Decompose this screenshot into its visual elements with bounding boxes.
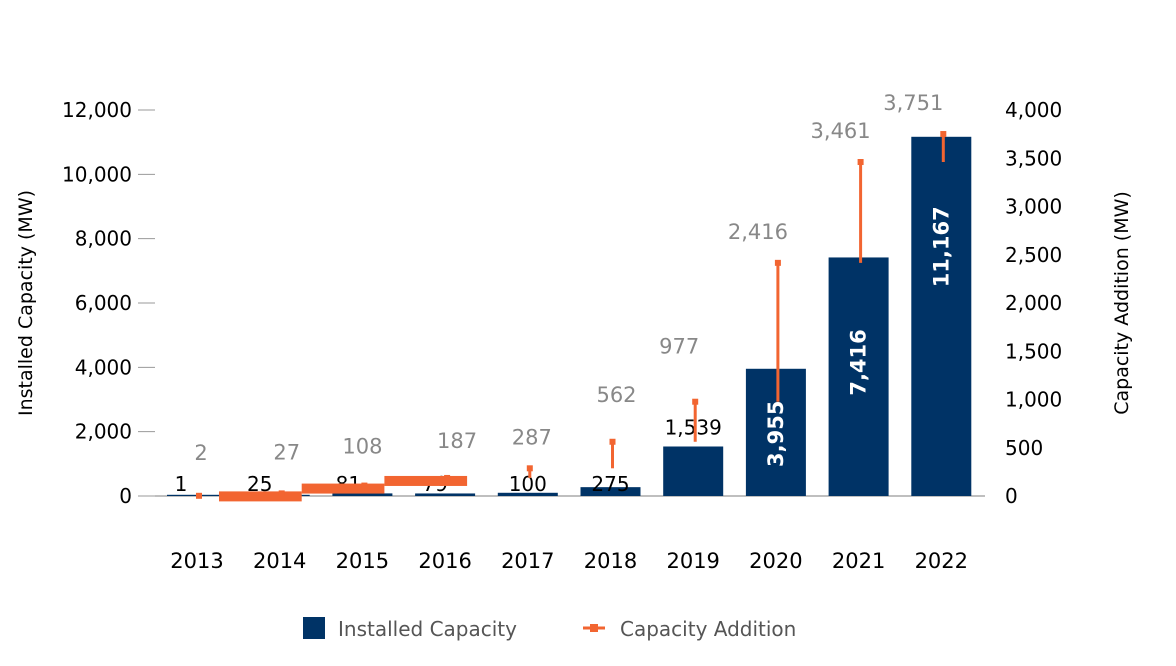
bar-installed-capacity — [745, 368, 806, 496]
bar-installed-capacity — [415, 493, 476, 496]
bar-data-label: 11,167 — [929, 206, 953, 287]
capacity-addition-segment — [384, 475, 468, 486]
x-axis-tick-label: 2020 — [749, 549, 802, 573]
left-axis-title: Installed Capacity (MW) — [15, 190, 37, 416]
legend-label-installed-capacity: Installed Capacity — [338, 617, 517, 641]
capacity-addition-data-label: 977 — [659, 335, 699, 359]
capacity-addition-data-label: 3,751 — [883, 91, 943, 115]
bar-installed-capacity — [663, 446, 724, 496]
bar-data-label: 275 — [591, 472, 629, 496]
bar-data-label: 100 — [509, 472, 547, 496]
bar-data-label: 1 — [175, 472, 188, 496]
capacity-addition-data-label: 3,461 — [811, 119, 871, 143]
left-axis-tick-label: 4,000 — [75, 355, 132, 379]
legend-label-capacity-addition: Capacity Addition — [620, 617, 796, 641]
left-axis-tick-label: 0 — [119, 484, 132, 508]
capacity-addition-marker — [526, 465, 533, 472]
right-axis-tick-label: 4,000 — [1005, 98, 1062, 122]
x-axis-tick-label: 2021 — [832, 549, 885, 573]
x-axis-tick-label: 2019 — [666, 549, 719, 573]
right-axis-title: Capacity Addition (MW) — [1111, 191, 1133, 415]
bar-data-label: 7,416 — [847, 329, 871, 395]
right-axis-tick-label: 3,500 — [1005, 146, 1062, 170]
bar-data-label: 3,955 — [764, 401, 788, 467]
capacity-addition-marker — [609, 438, 616, 445]
capacity-addition-marker — [692, 398, 699, 405]
capacity-addition-data-label: 27 — [273, 440, 300, 464]
capacity-addition-marker — [857, 159, 864, 166]
capacity-addition-marker — [444, 474, 451, 481]
bar-installed-capacity — [580, 487, 641, 496]
capacity-addition-data-label: 562 — [596, 383, 636, 407]
bar-data-label: 1,539 — [665, 415, 722, 439]
x-axis-tick-label: 2013 — [170, 549, 223, 573]
x-axis-tick-label: 2017 — [501, 549, 554, 573]
right-axis-tick-label: 500 — [1005, 436, 1043, 460]
capacity-addition-marker — [361, 482, 368, 489]
left-axis-tick-label: 10,000 — [62, 162, 132, 186]
right-axis-tick-label: 0 — [1005, 484, 1018, 508]
x-axis-tick-label: 2015 — [336, 549, 389, 573]
left-axis-tick-label: 8,000 — [75, 227, 132, 251]
capacity-addition-data-label: 2,416 — [728, 220, 788, 244]
bar-installed-capacity — [497, 492, 558, 496]
left-axis-tick-label: 2,000 — [75, 420, 132, 444]
right-axis-tick-label: 1,000 — [1005, 388, 1062, 412]
left-axis-tick-label: 12,000 — [62, 98, 132, 122]
capacity-addition-data-label: 287 — [512, 425, 552, 449]
right-axis-tick-label: 2,000 — [1005, 291, 1062, 315]
left-axis-tick-label: 6,000 — [75, 291, 132, 315]
x-axis-tick-label: 2022 — [915, 549, 968, 573]
bar-installed-capacity — [911, 136, 972, 496]
capacity-addition-data-label: 108 — [342, 435, 382, 459]
right-axis-tick-label: 1,500 — [1005, 339, 1062, 363]
legend-swatch-installed-capacity — [303, 617, 325, 639]
bar-installed-capacity — [332, 493, 393, 496]
capacity-addition-marker — [774, 259, 781, 266]
x-axis-tick-label: 2014 — [253, 549, 306, 573]
bar-installed-capacity — [828, 257, 889, 496]
capacity-addition-segment — [219, 491, 302, 502]
capacity-addition-data-label: 2 — [194, 441, 207, 465]
right-axis-tick-label: 3,000 — [1005, 195, 1062, 219]
x-axis-tick-label: 2018 — [584, 549, 637, 573]
capacity-addition-marker — [940, 131, 947, 138]
x-axis-tick-label: 2016 — [418, 549, 471, 573]
capacity-addition-segment — [301, 483, 385, 494]
legend-marker-capacity-addition — [590, 624, 598, 632]
capacity-addition-marker — [278, 490, 285, 497]
capacity-addition-data-label: 187 — [437, 429, 477, 453]
capacity-addition-marker — [196, 492, 202, 499]
right-axis-tick-label: 2,500 — [1005, 243, 1062, 267]
